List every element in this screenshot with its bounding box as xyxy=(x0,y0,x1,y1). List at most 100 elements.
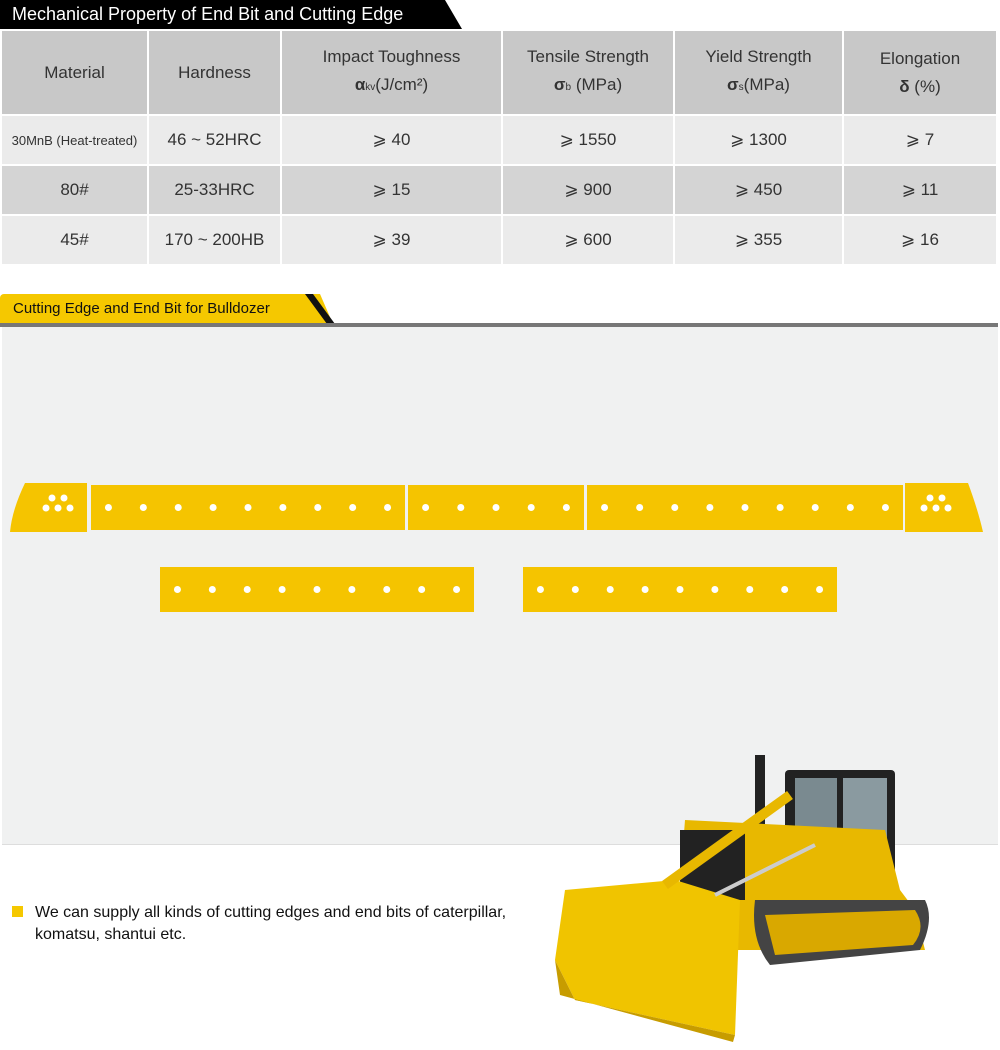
header-label: Impact Toughness xyxy=(322,47,461,66)
bolt-hole xyxy=(60,494,68,502)
cell: ⩾ 600 xyxy=(501,214,675,266)
header-material: Material xyxy=(0,29,149,116)
table-row: 30MnB (Heat-treated) 46 ~ 52HRC ⩾ 40 ⩾ 1550… xyxy=(0,114,998,166)
bolt-hole xyxy=(384,504,392,511)
bolt-hole xyxy=(741,504,749,511)
header-label: Tensile Strength xyxy=(527,47,649,66)
bolt-hole xyxy=(527,504,535,511)
bolt-hole xyxy=(383,586,391,593)
bolt-hole xyxy=(279,504,287,511)
bolt-hole xyxy=(174,504,182,511)
header-elongation: Elongation δ (%) xyxy=(842,29,998,116)
header-subscript: b xyxy=(565,82,572,93)
bolt-hole xyxy=(278,586,286,593)
bolt-hole xyxy=(418,586,426,593)
table-row: 80# 25-33HRC ⩾ 15 ⩾ 900 ⩾ 450 ⩾ 11 xyxy=(0,164,998,216)
bolt-hole xyxy=(492,504,500,511)
bolt-hole xyxy=(104,504,112,511)
bolt-hole xyxy=(938,494,946,502)
bolt-hole xyxy=(453,586,461,593)
bolt-hole xyxy=(932,504,940,512)
cell: ⩾ 40 xyxy=(280,114,503,166)
section-title-cutting-edge: Cutting Edge and End Bit for Bulldozer xyxy=(0,294,333,324)
bolt-hole xyxy=(313,586,321,593)
bolt-hole xyxy=(781,586,789,593)
header-unit: (MPa) xyxy=(575,75,623,94)
bolt-hole xyxy=(571,586,579,593)
bolt-hole xyxy=(846,504,854,511)
header-subscript: kv xyxy=(365,82,376,93)
bolt-hole xyxy=(746,586,754,593)
cell: ⩾ 355 xyxy=(673,214,844,266)
bolt-hole xyxy=(601,504,609,511)
cell: 170 ~ 200HB xyxy=(147,214,282,266)
bolt-hole xyxy=(562,504,570,511)
section-divider xyxy=(0,323,998,327)
bolt-hole xyxy=(173,586,181,593)
bolt-hole xyxy=(920,504,928,512)
header-label: Elongation xyxy=(879,48,961,68)
bolt-hole xyxy=(244,504,252,511)
bolt-hole xyxy=(139,504,147,511)
cell: ⩾ 1300 xyxy=(673,114,844,166)
bullet-icon xyxy=(12,906,23,917)
bolt-hole xyxy=(811,504,819,511)
bolt-hole xyxy=(926,494,934,502)
bolt-hole xyxy=(66,504,74,512)
header-symbol: α xyxy=(354,75,366,94)
header-yield-strength: Yield Strength σs(MPa) xyxy=(673,29,844,116)
bolt-hole xyxy=(881,504,889,511)
header-hardness: Hardness xyxy=(147,29,282,116)
bolt-hole xyxy=(676,586,684,593)
header-unit: (%) xyxy=(914,76,941,96)
bolt-hole xyxy=(54,504,62,512)
cell: ⩾ 1550 xyxy=(501,114,675,166)
bolt-hole xyxy=(636,504,644,511)
bolt-hole xyxy=(536,586,544,593)
cell: ⩾ 900 xyxy=(501,164,675,216)
bulldozer-image xyxy=(555,755,929,1042)
bolt-hole xyxy=(314,504,322,511)
bolt-hole xyxy=(671,504,679,511)
bolt-hole xyxy=(349,504,357,511)
bolt-hole xyxy=(641,586,649,593)
cell: 45# xyxy=(0,214,149,266)
end-bit-right xyxy=(905,483,983,532)
header-symbol: σ xyxy=(727,75,739,94)
bolt-hole xyxy=(422,504,430,511)
bolt-hole xyxy=(944,504,952,512)
cell: ⩾ 15 xyxy=(280,164,503,216)
header-label: Yield Strength xyxy=(705,47,812,66)
bolt-hole xyxy=(243,586,251,593)
supply-note: We can supply all kinds of cutting edges… xyxy=(12,902,525,946)
bolt-hole xyxy=(348,586,356,593)
cell: ⩾ 16 xyxy=(842,214,998,266)
section-title-mechanical-property: Mechanical Property of End Bit and Cutti… xyxy=(0,0,462,29)
bolt-hole xyxy=(816,586,824,593)
bolt-hole xyxy=(457,504,465,511)
header-symbol: δ xyxy=(899,76,910,96)
bolt-hole xyxy=(606,586,614,593)
bolt-hole xyxy=(208,586,216,593)
cutting-edges-image xyxy=(10,483,983,612)
header-unit: (MPa) xyxy=(743,75,790,94)
cell: 30MnB (Heat-treated) xyxy=(0,114,149,166)
bolt-hole xyxy=(209,504,217,511)
header-unit: (J/cm²) xyxy=(375,75,429,94)
bolt-hole xyxy=(48,494,56,502)
note-text: We can supply all kinds of cutting edges… xyxy=(35,904,507,943)
header-tensile-strength: Tensile Strength σb (MPa) xyxy=(501,29,675,116)
cell: ⩾ 450 xyxy=(673,164,844,216)
cell: ⩾ 11 xyxy=(842,164,998,216)
cell: 25-33HRC xyxy=(147,164,282,216)
cell: ⩾ 7 xyxy=(842,114,998,166)
cell: 80# xyxy=(0,164,149,216)
header-subscript: s xyxy=(738,82,744,93)
header-impact-toughness: Impact Toughness αkv(J/cm²) xyxy=(280,29,503,116)
cell: 46 ~ 52HRC xyxy=(147,114,282,166)
table-header-row: Material Hardness Impact Toughness αkv(J/… xyxy=(0,29,998,116)
bolt-hole xyxy=(711,586,719,593)
mechanical-property-table: Material Hardness Impact Toughness αkv(J/… xyxy=(0,29,998,266)
bolt-hole xyxy=(42,504,50,512)
bolt-hole xyxy=(706,504,714,511)
